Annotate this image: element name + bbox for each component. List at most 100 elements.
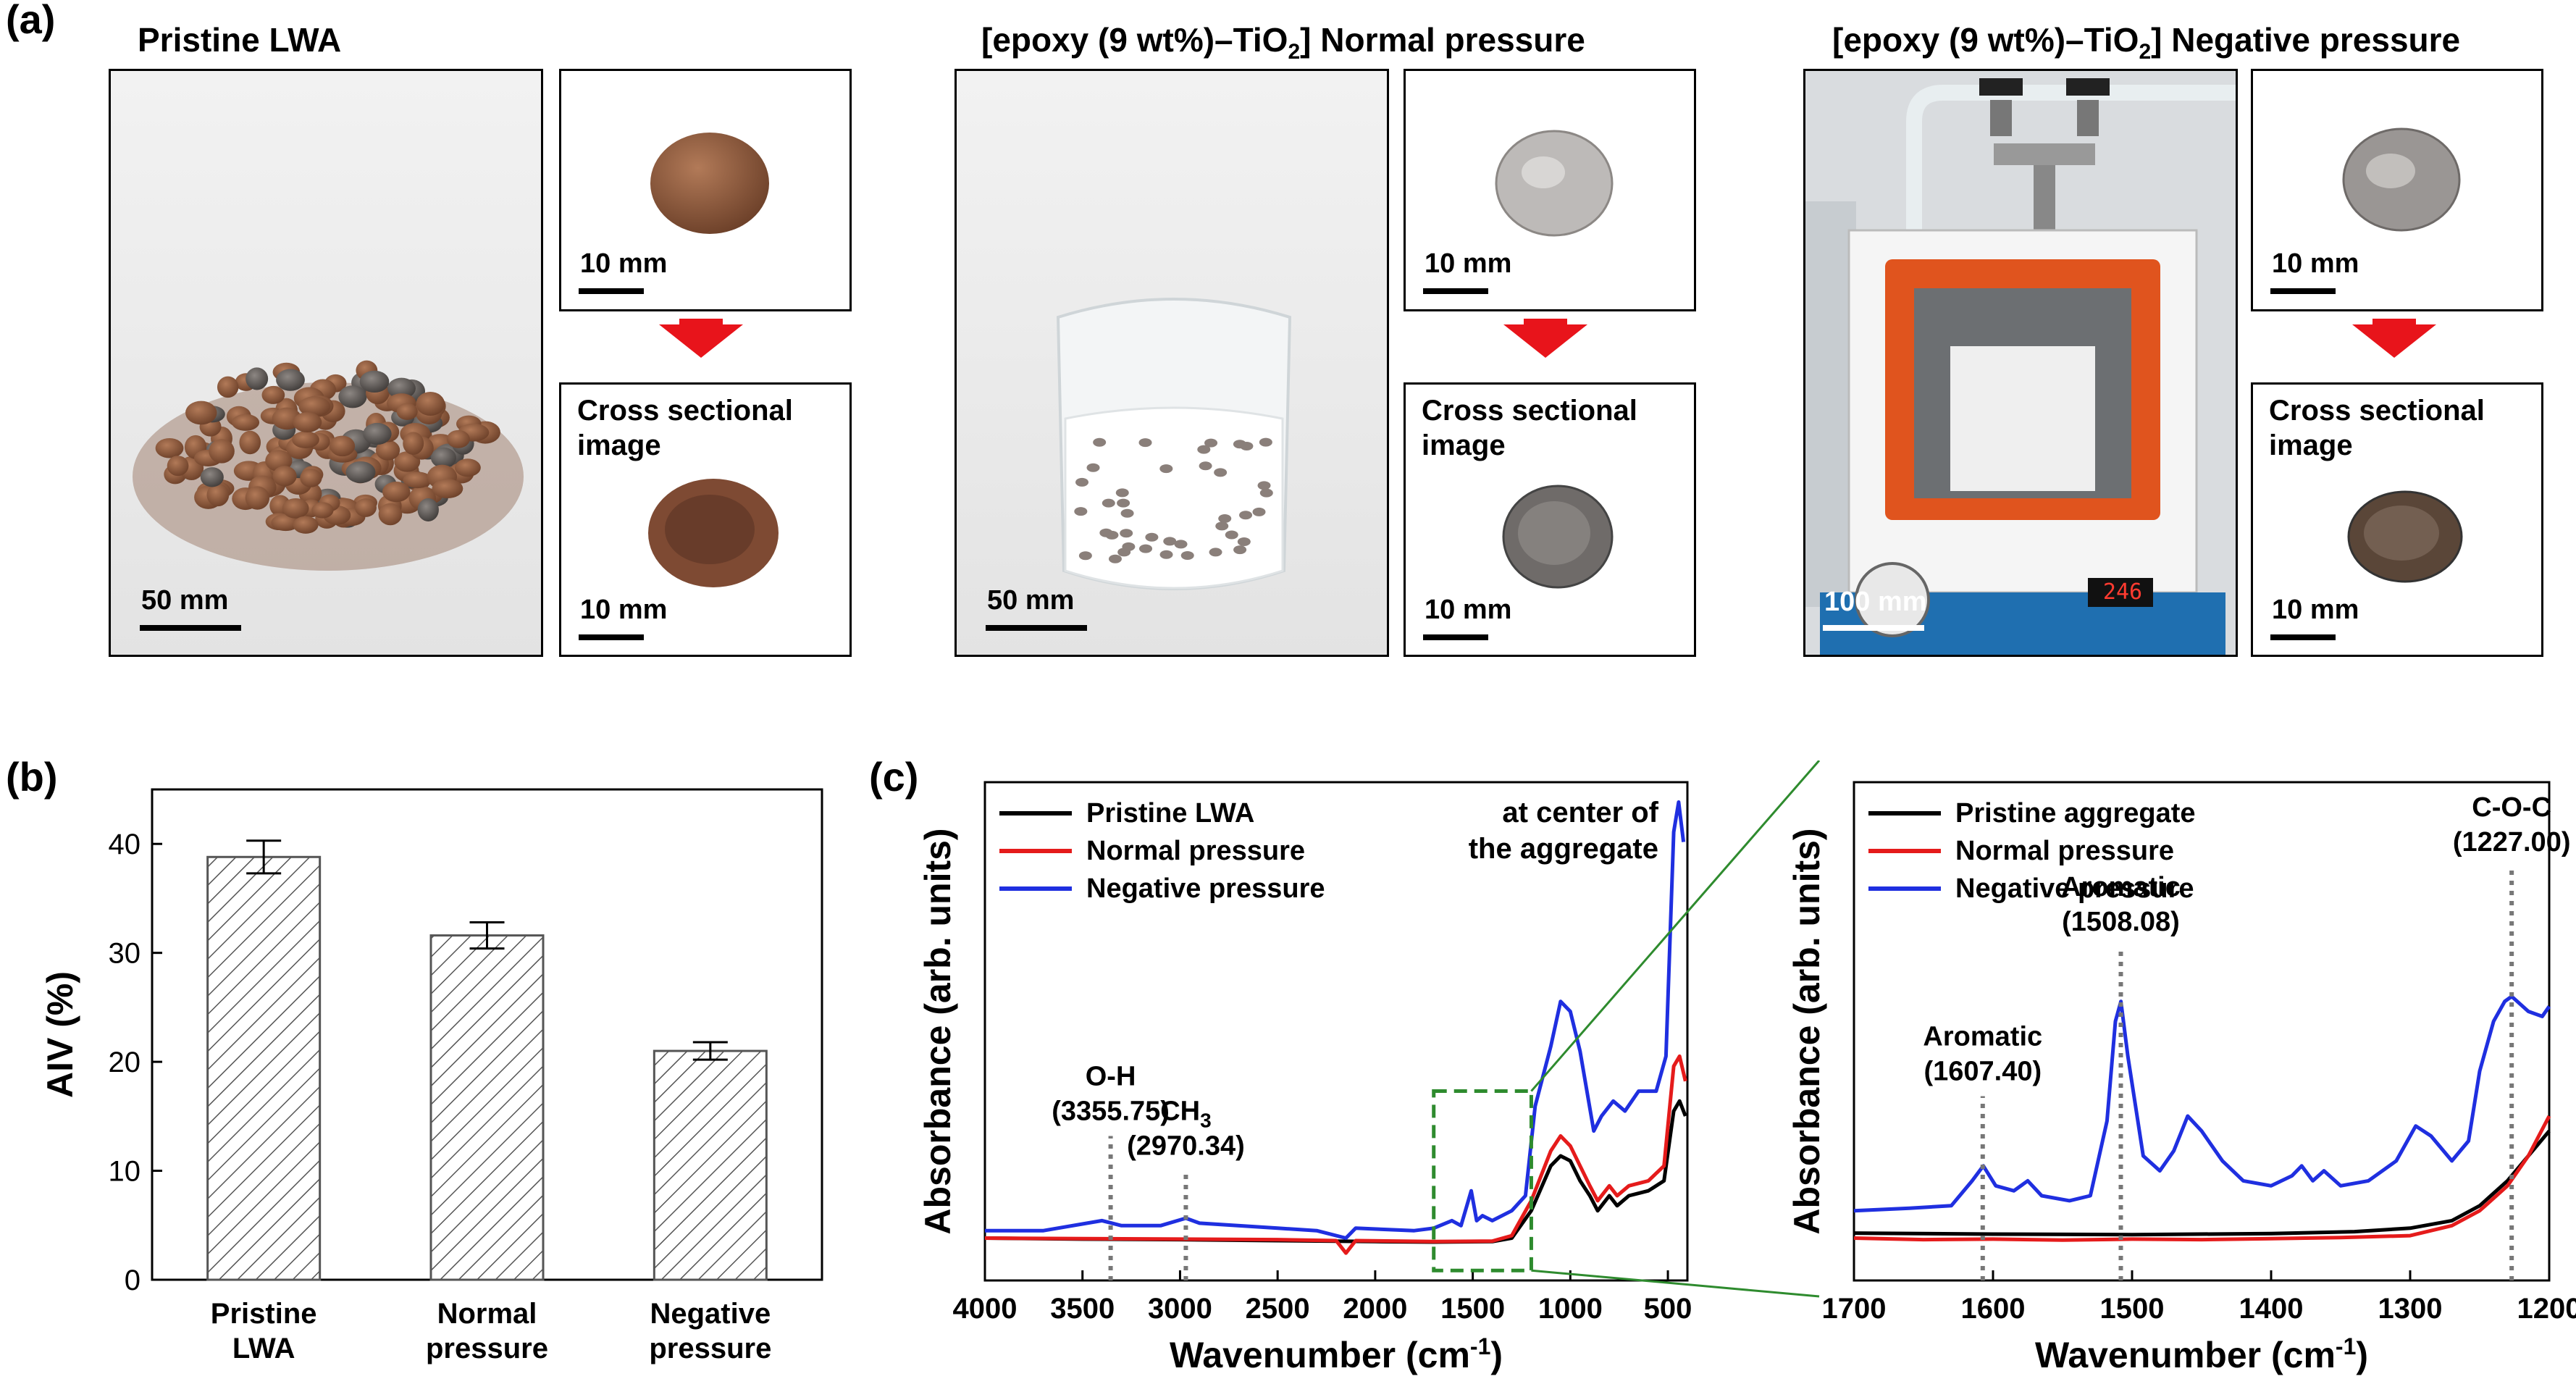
pristine-top-scale-label: 10 mm [580, 248, 668, 279]
bar [206, 855, 322, 1281]
x-tick-label: 3000 [1148, 1293, 1212, 1325]
peak-value: (2970.34) [1127, 1131, 1245, 1162]
embedded-aggregate [1215, 521, 1229, 531]
pristine-main-scale-label: 50 mm [141, 585, 229, 616]
embedded-aggregate [1199, 461, 1212, 471]
pebble [246, 367, 269, 390]
series-line-normal-pressure [984, 1054, 1687, 1255]
embedded-aggregate [1218, 513, 1232, 523]
normal-down-arrow [1503, 324, 1587, 358]
series-line-negative-pressure [985, 800, 1686, 1240]
pebble [293, 516, 319, 534]
legend-label: Normal pressure [1086, 836, 1305, 866]
y-axis-label: AIV (%) [40, 971, 80, 1098]
negative-single-photo: 10 mm [2251, 69, 2543, 311]
embedded-aggregate [1174, 540, 1188, 549]
embedded-aggregate [1209, 548, 1222, 557]
embedded-aggregate [1138, 438, 1152, 448]
series-line-pristine-aggregate [1853, 1129, 2551, 1237]
x-tick-label: 1200 [2517, 1293, 2576, 1325]
pebble [375, 440, 400, 461]
embedded-aggregate [1233, 440, 1246, 449]
pebble [403, 432, 424, 455]
x-tick-label: 1000 [1538, 1293, 1603, 1325]
normal-main-scale-bar [986, 625, 1087, 631]
embedded-aggregate [1233, 545, 1247, 555]
pebble [155, 438, 184, 458]
embedded-aggregate [1159, 550, 1173, 559]
negative-top-scale-bar [2270, 288, 2336, 294]
negative-arrow-stem [2372, 319, 2416, 329]
x-tick-label: 1500 [1440, 1293, 1505, 1325]
normal-cross-title: Cross sectional image [1422, 395, 1637, 461]
plot-frame [983, 781, 1689, 1282]
embedded-aggregate [1163, 537, 1177, 546]
pristine-single-photo: 10 mm [559, 69, 852, 311]
zoom-connector-top [1530, 760, 1821, 1092]
pristine-cross-title: Cross sectional image [577, 395, 793, 461]
x-tick-label: 1400 [2239, 1293, 2304, 1325]
embedded-aggregate [1214, 468, 1228, 477]
spectrum-chart-1: 4000 3500 3000 2500 2000 1500 1000 500 Wavenumbe… [918, 760, 1821, 1375]
embedded-aggregate [1252, 507, 1266, 516]
zoom-box [1432, 1089, 1533, 1272]
x-axis-label: Wavenumber (cm-1) [1170, 1333, 1503, 1375]
series-line-pristine-lwa [984, 1099, 1687, 1244]
embedded-aggregate [1120, 508, 1134, 518]
negative-main-scale-label: 100 mm [1824, 587, 1927, 617]
pebble [430, 447, 457, 469]
pristine-main-scale-bar [140, 625, 241, 631]
spectrum-chart-2: 1700 1600 1500 1400 1300 1200 Wavenumber (cm-1… [1787, 781, 2576, 1375]
negative-bottom-scale-bar [2270, 634, 2336, 640]
embedded-aggregate [1108, 554, 1122, 563]
pebble [217, 376, 239, 398]
normal-bottom-scale-bar [1423, 634, 1488, 640]
embedded-aggregate [1117, 548, 1131, 557]
y-tick-label: 40 [109, 829, 141, 860]
panel-c-label: (c) [869, 754, 919, 800]
x-tick-label: 2500 [1246, 1293, 1310, 1325]
pebble [239, 430, 261, 455]
legend-label: Pristine LWA [1086, 798, 1254, 829]
pristine-bottom-scale-label: 10 mm [580, 595, 668, 625]
pebble [282, 498, 309, 519]
bar [429, 934, 545, 1281]
panel-a-label: (a) [6, 0, 56, 42]
peak-value: (1607.40) [1923, 1056, 2042, 1086]
x-category-label: pressure [426, 1333, 548, 1364]
x-tick-label: 4000 [953, 1293, 1018, 1325]
embedded-aggregate [1239, 511, 1253, 520]
pebble [345, 461, 376, 483]
plot-frame [1853, 781, 2551, 1282]
normal-top-scale-bar [1423, 288, 1488, 294]
pebble [403, 471, 432, 489]
peak-value: (1508.08) [2062, 907, 2180, 937]
pebble [382, 482, 411, 503]
peak-label: Aromatic [1923, 1021, 2042, 1052]
y-axis-label: Absorbance (arb. units) [1787, 828, 1827, 1234]
pebble [359, 370, 390, 393]
ftir-spectra-charts: 4000 3500 3000 2500 2000 1500 1000 500 Wavenumbe… [918, 760, 2576, 1375]
series-line-normal-pressure [1853, 1115, 2551, 1242]
x-tick-label: 2000 [1343, 1293, 1407, 1325]
pebble [200, 467, 224, 487]
pebble [209, 439, 235, 464]
pristine-top-scale-bar [579, 288, 644, 294]
embedded-aggregate [1159, 464, 1173, 474]
group2-title: [epoxy (9 wt%)–TiO2] Normal pressure [981, 21, 1585, 64]
normal-main-scale-label: 50 mm [987, 585, 1075, 616]
pebble [206, 483, 230, 507]
x-category-label: Pristine [211, 1298, 317, 1330]
x-category-label: Normal [437, 1298, 537, 1330]
zoom-connector-bottom [1531, 1269, 1820, 1298]
annotation-center-line2: the aggregate [1469, 833, 1658, 865]
pristine-cross-section-photo: Cross sectional image 10 mm [559, 382, 852, 657]
embedded-aggregate [1237, 537, 1251, 546]
embedded-aggregate [1204, 438, 1218, 448]
group3-title: [epoxy (9 wt%)–TiO2] Negative pressure [1832, 21, 2461, 64]
vacuum-oven-image [1805, 71, 2236, 655]
pebble [167, 456, 189, 477]
x-axis-label: Wavenumber (cm-1) [2035, 1333, 2368, 1375]
x-tick-label: 1700 [1822, 1293, 1887, 1325]
peak-label: C-O-C [2472, 792, 2551, 823]
